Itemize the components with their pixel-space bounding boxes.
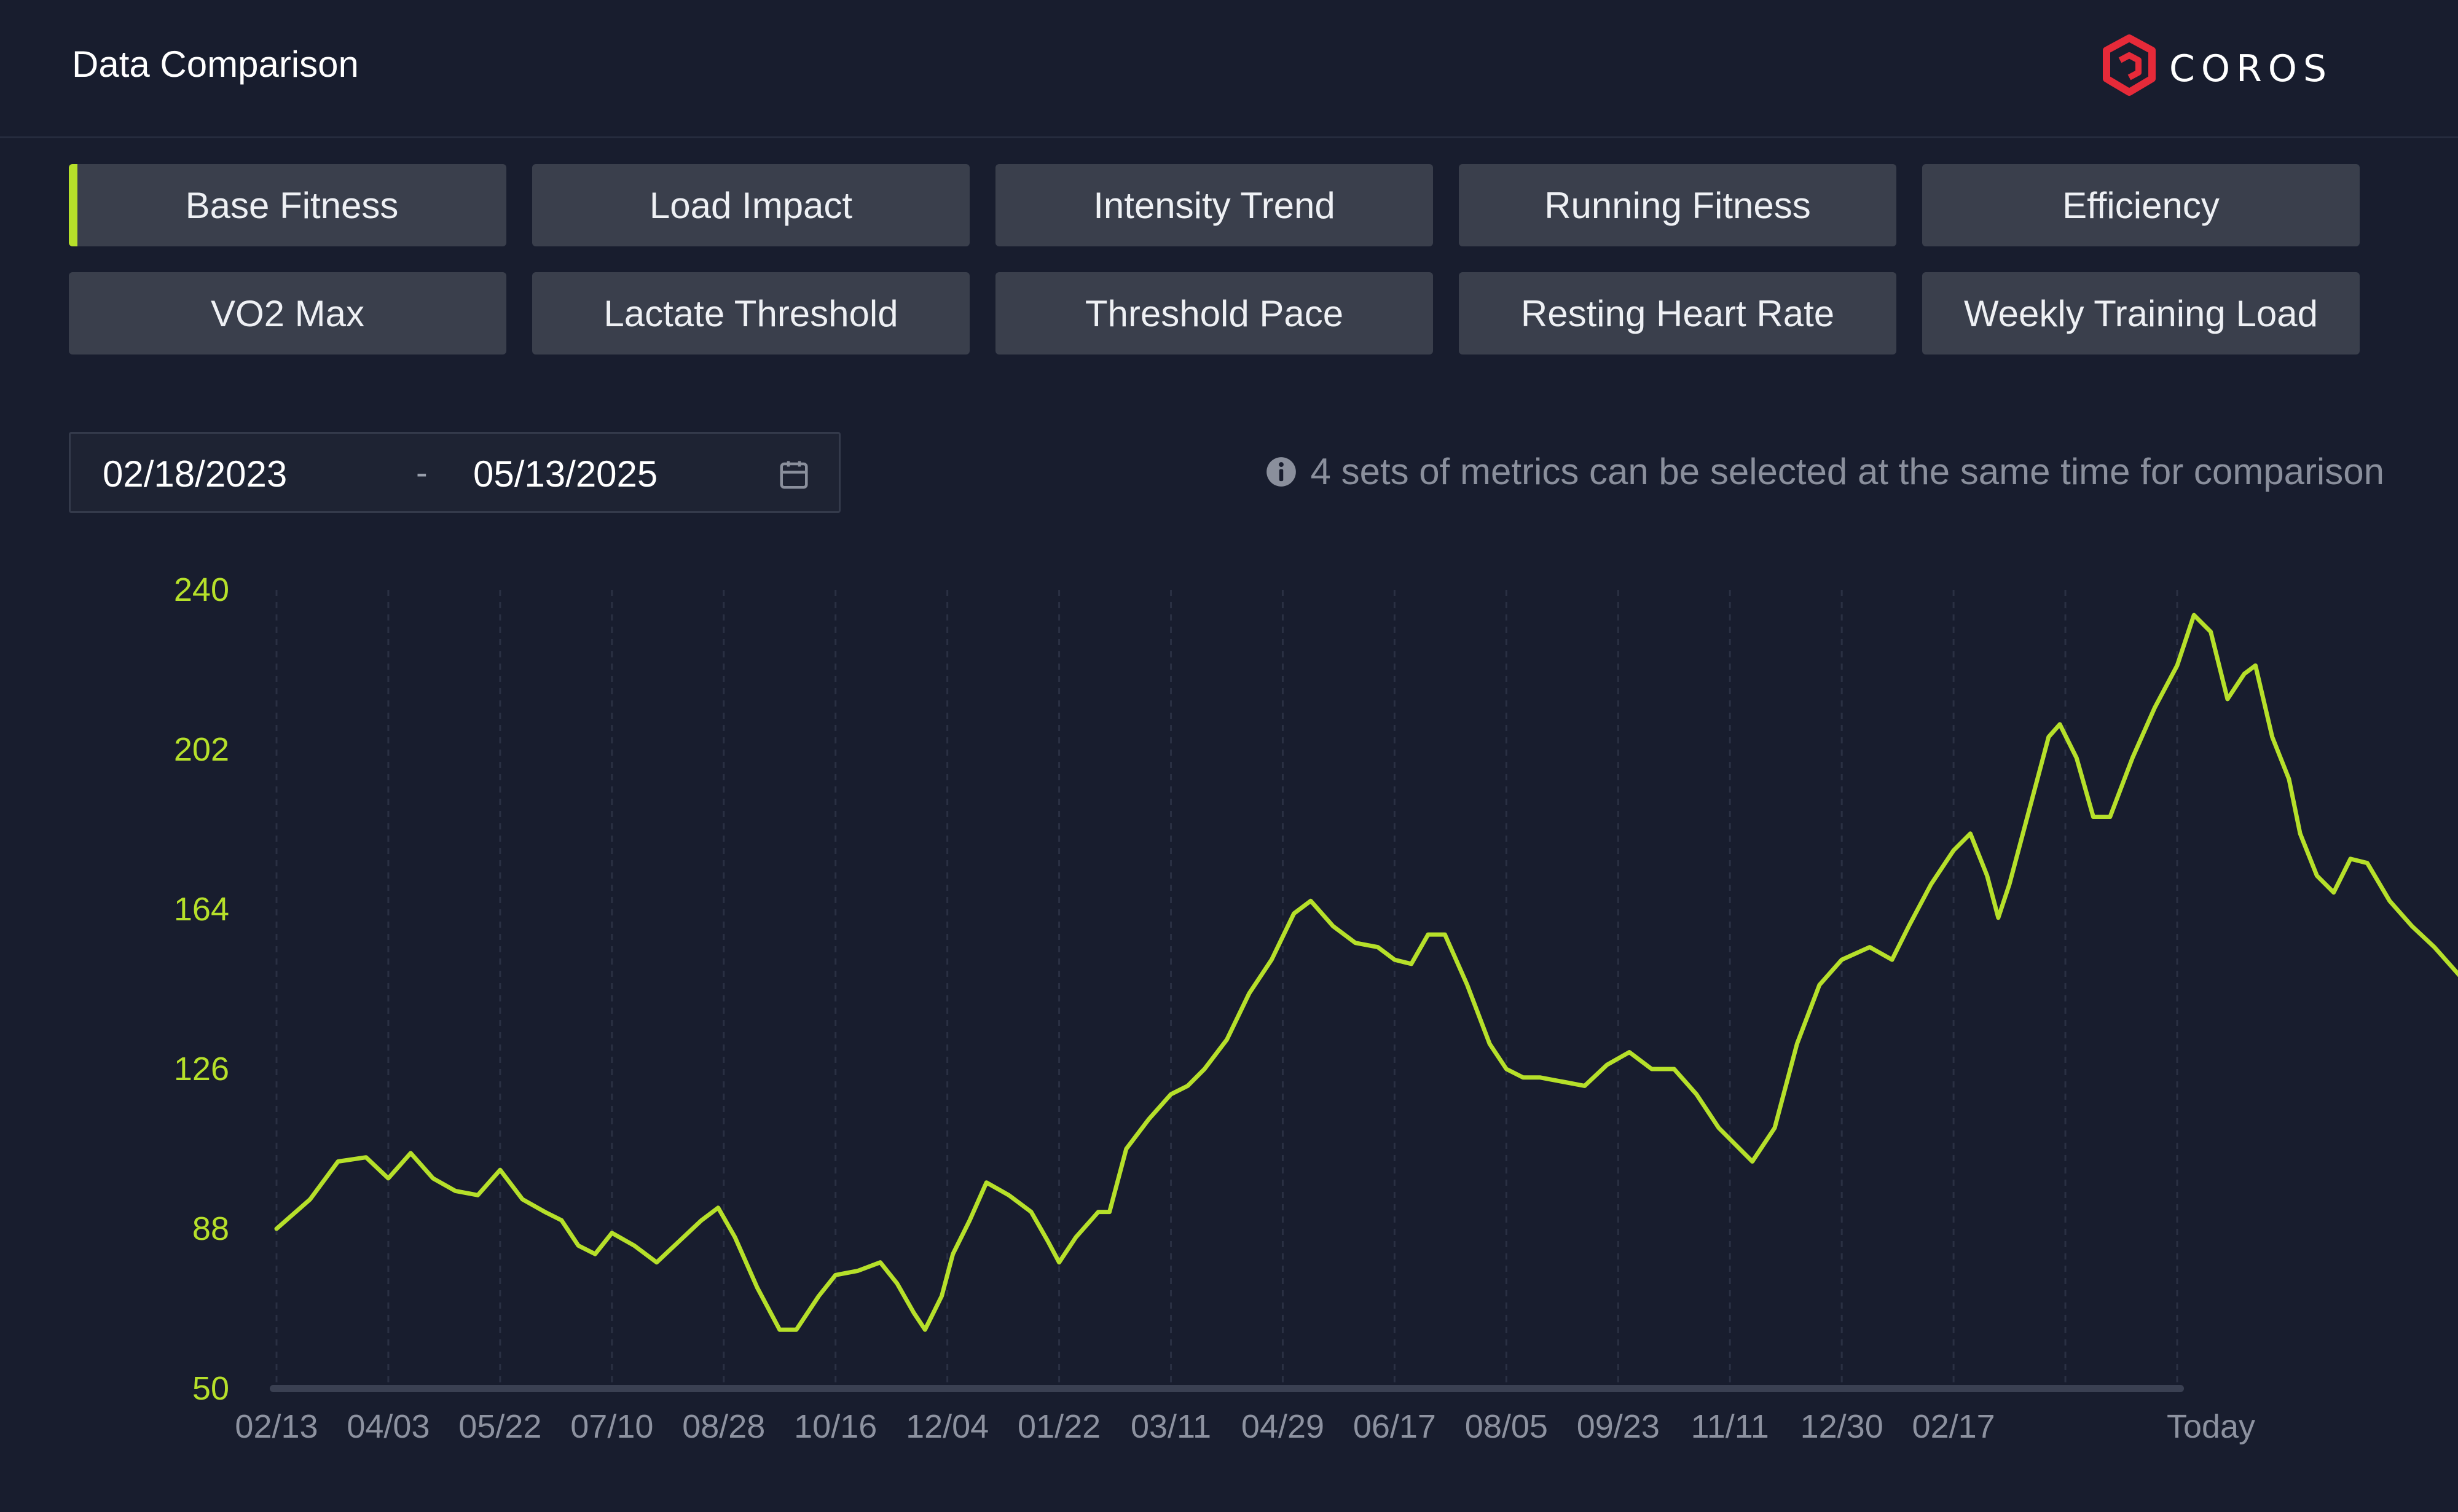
tab-label: Base Fitness	[185, 184, 399, 226]
info-icon	[1265, 456, 1297, 488]
calendar-icon[interactable]	[777, 458, 811, 492]
tab-efficiency[interactable]: Efficiency	[1922, 164, 2360, 246]
tab-label: Threshold Pace	[1085, 292, 1344, 334]
tab-base-fitness[interactable]: Base Fitness	[69, 164, 506, 246]
tab-weekly-training-load[interactable]: Weekly Training Load	[1922, 272, 2360, 354]
date-separator: -	[416, 453, 428, 492]
x-tick-label: Today	[2167, 1408, 2255, 1445]
tab-resting-heart-rate[interactable]: Resting Heart Rate	[1459, 272, 1896, 354]
x-tick-label: 07/10	[570, 1408, 653, 1445]
x-tick-label: 04/29	[1241, 1408, 1324, 1445]
x-tick-label: 04/03	[347, 1408, 430, 1445]
tab-label: Load Impact	[649, 184, 853, 226]
y-tick-label: 88	[192, 1210, 229, 1247]
x-tick-label: 06/17	[1353, 1408, 1436, 1445]
x-tick-label: 09/23	[1577, 1408, 1660, 1445]
y-tick-label: 164	[174, 891, 229, 928]
tab-running-fitness[interactable]: Running Fitness	[1459, 164, 1896, 246]
line-chart: 50 88 126 164 202 240 02/13 04/03 05/22 07/10 08/2…	[174, 571, 2458, 1445]
y-tick-label: 202	[174, 731, 229, 768]
comparison-hint: 4 sets of metrics can be selected at the…	[1265, 450, 2384, 493]
coros-hexagon-icon	[2103, 34, 2156, 96]
x-tick-label: 02/17	[1912, 1408, 1995, 1445]
x-tick-label: 11/11	[1691, 1408, 1769, 1445]
tab-label: Lactate Threshold	[603, 292, 898, 334]
x-tick-label: 12/04	[906, 1408, 989, 1445]
tab-label: Weekly Training Load	[1964, 292, 2318, 334]
x-tick-label: 12/30	[1800, 1408, 1883, 1445]
header-bar: Data Comparison COROS	[0, 0, 2458, 138]
tab-label: Efficiency	[2062, 184, 2220, 226]
series-line-base-fitness	[274, 613, 2458, 1332]
tab-label: VO2 Max	[210, 292, 365, 334]
tab-vo2-max[interactable]: VO2 Max	[69, 272, 506, 354]
tab-label: Running Fitness	[1544, 184, 1811, 226]
hint-text: 4 sets of metrics can be selected at the…	[1310, 451, 2384, 492]
tab-label: Intensity Trend	[1093, 184, 1335, 226]
tab-intensity-trend[interactable]: Intensity Trend	[995, 164, 1433, 246]
end-date-input[interactable]	[473, 452, 744, 495]
tab-load-impact[interactable]: Load Impact	[532, 164, 970, 246]
start-date-input[interactable]	[103, 452, 373, 495]
y-tick-label: 240	[174, 571, 229, 608]
base-fitness-chart: 50 88 126 164 202 240 02/13 04/03 05/22 07/10 08/2…	[0, 541, 2458, 1475]
tab-threshold-pace[interactable]: Threshold Pace	[995, 272, 1433, 354]
x-tick-label: 05/22	[458, 1408, 541, 1445]
x-tick-label: 03/11	[1131, 1408, 1211, 1445]
x-tick-label: 08/05	[1465, 1408, 1548, 1445]
x-tick-label: 01/22	[1018, 1408, 1101, 1445]
coros-logo: COROS	[2095, 29, 2390, 103]
tab-lactate-threshold[interactable]: Lactate Threshold	[532, 272, 970, 354]
x-tick-label: 02/13	[235, 1408, 318, 1445]
x-tick-label: 10/16	[794, 1408, 877, 1445]
x-tick-label: 08/28	[682, 1408, 765, 1445]
date-range-picker[interactable]: -	[69, 432, 841, 513]
logo-text: COROS	[2169, 47, 2333, 90]
tab-label: Resting Heart Rate	[1520, 292, 1835, 334]
page-title: Data Comparison	[72, 44, 359, 85]
y-tick-label: 50	[192, 1370, 229, 1407]
metric-tabs: Base Fitness Load Impact Intensity Trend…	[69, 164, 2384, 356]
y-tick-label: 126	[174, 1051, 229, 1087]
